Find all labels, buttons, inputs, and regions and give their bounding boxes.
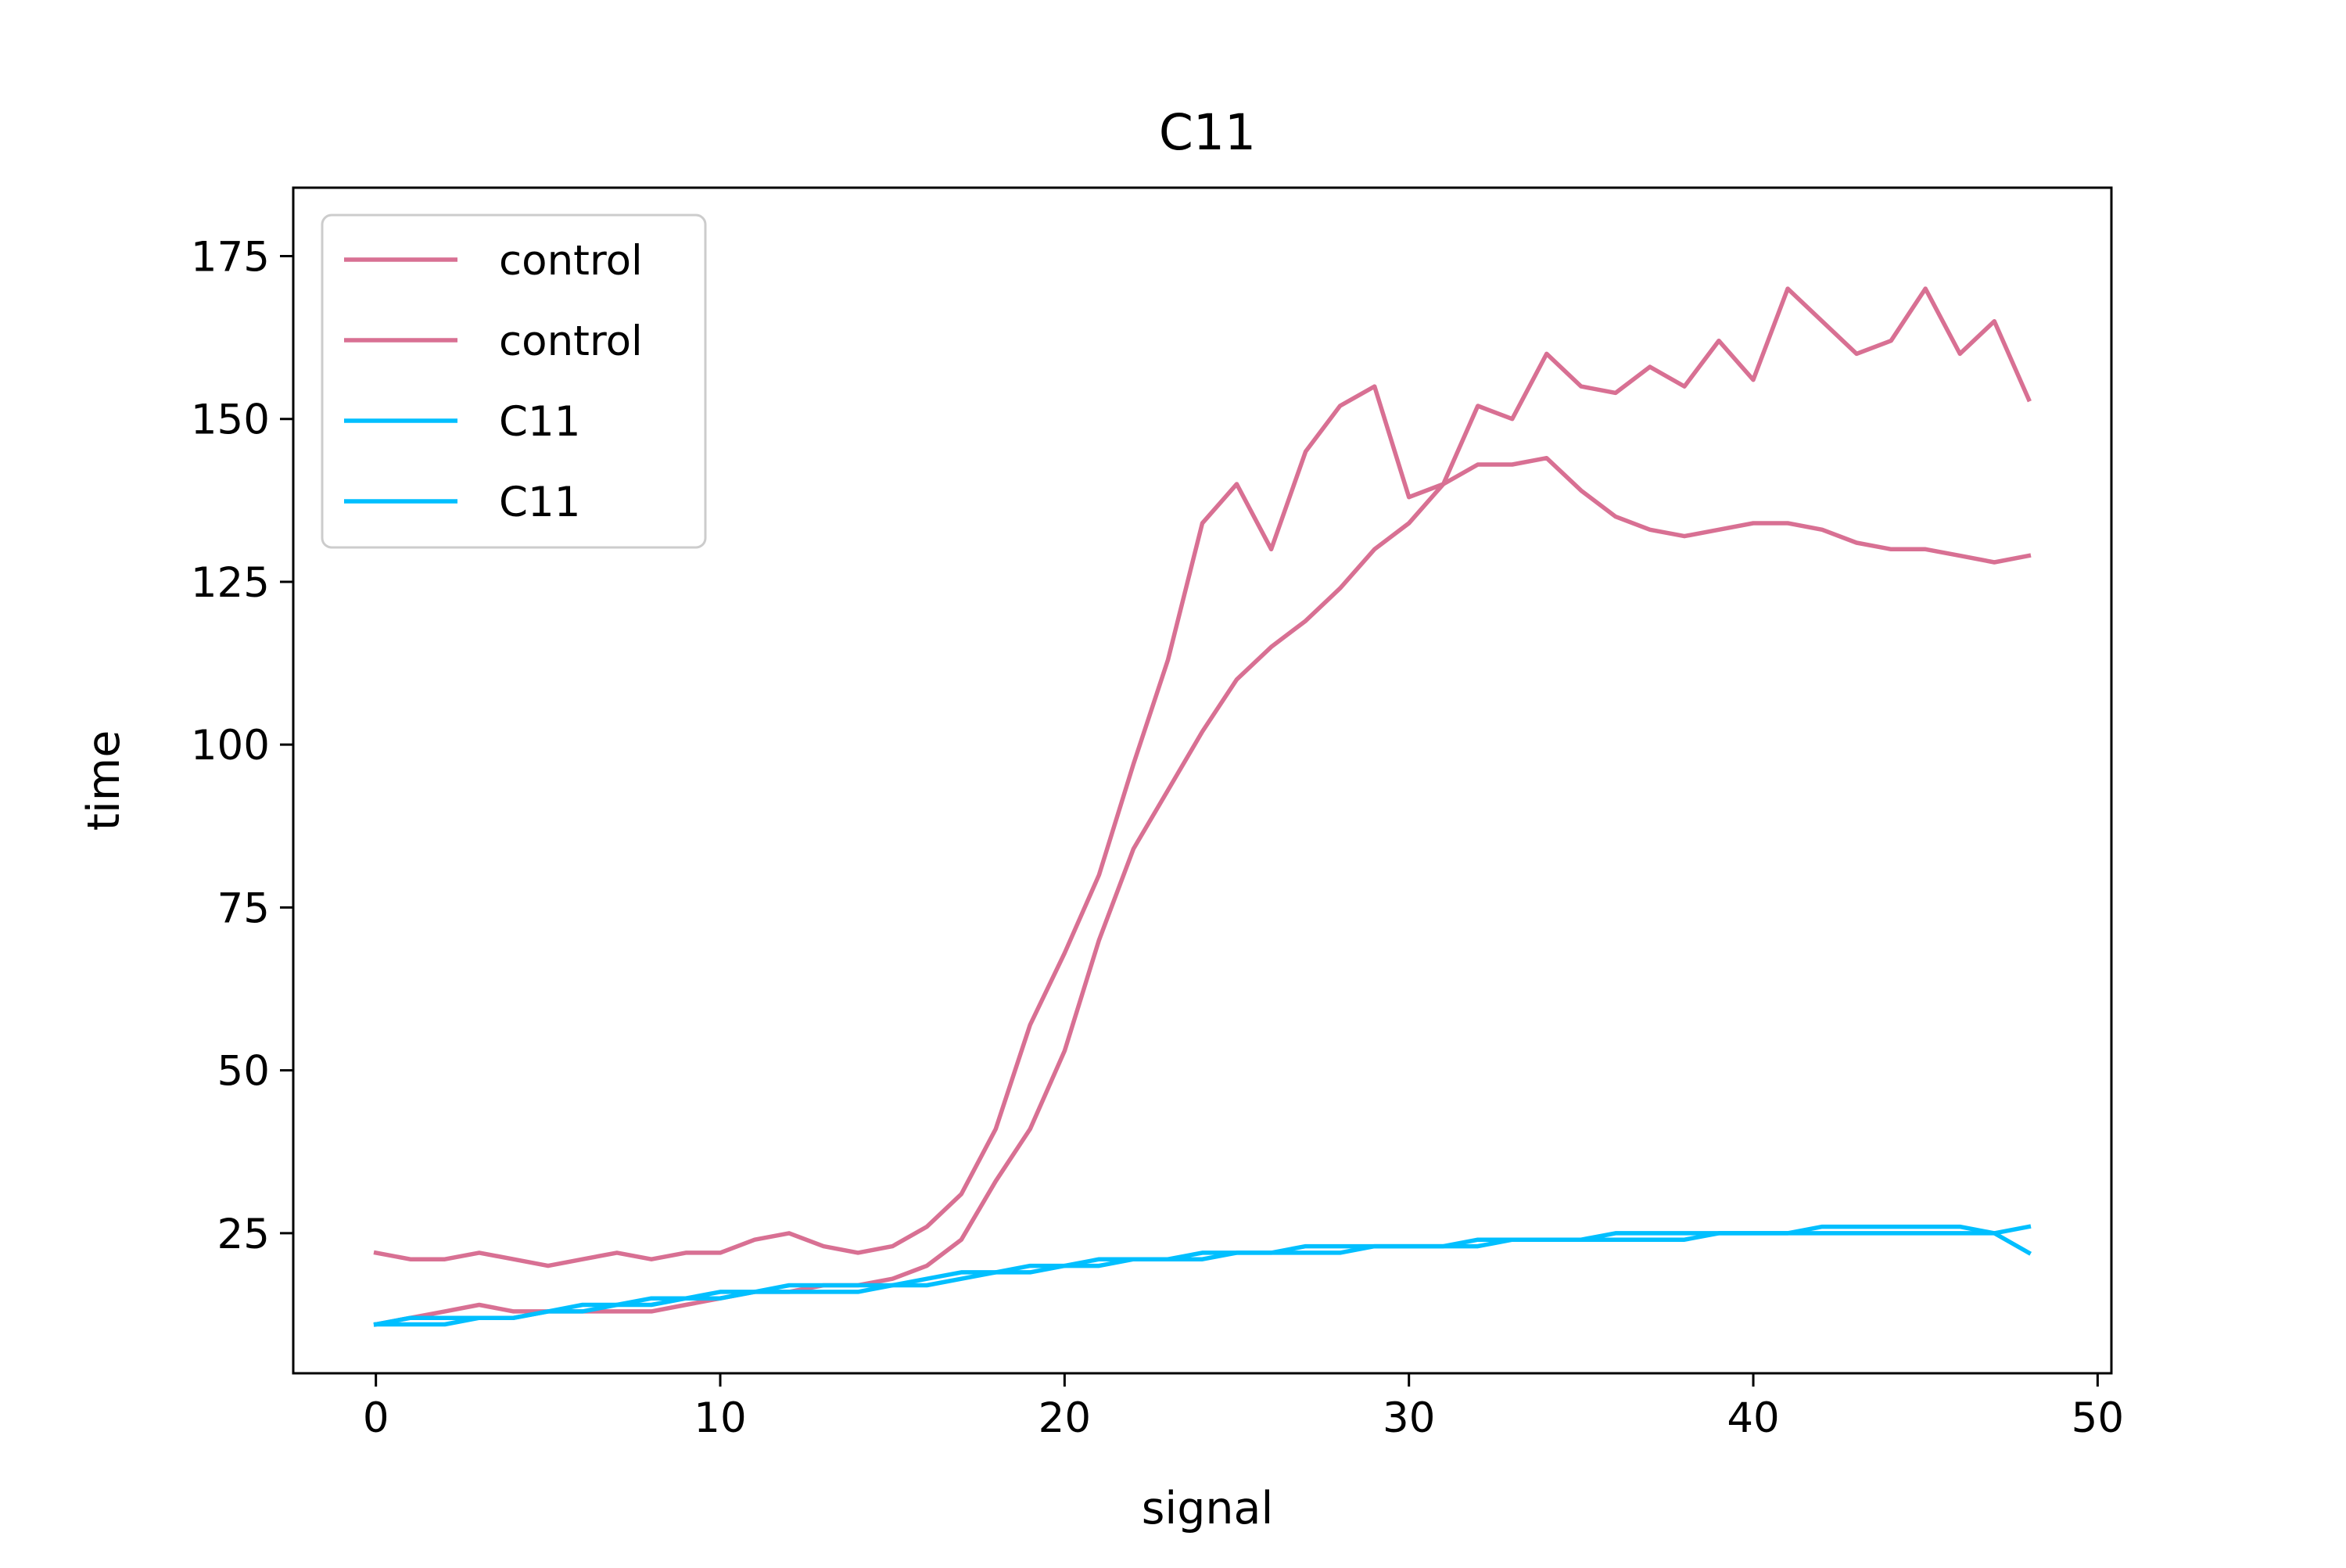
y-tick-label: 50: [217, 1048, 270, 1096]
legend-label-4: C11: [499, 479, 580, 526]
x-axis-label: signal: [1142, 1483, 1274, 1534]
y-axis-label: time: [78, 730, 130, 831]
y-tick-label: 25: [217, 1211, 270, 1258]
legend: control control C11 C11: [321, 213, 707, 549]
series-layer: [373, 286, 2032, 1327]
y-tick-label: 150: [191, 396, 270, 444]
x-tick-label: 0: [363, 1394, 389, 1442]
series-line-1: [373, 286, 2032, 1268]
x-tick-label: 30: [1383, 1394, 1435, 1442]
legend-label-3: C11: [499, 398, 580, 446]
y-tick-label: 75: [217, 884, 270, 932]
x-tick-label: 20: [1038, 1394, 1091, 1442]
legend-box: [321, 213, 707, 549]
x-tick-label: 50: [2072, 1394, 2124, 1442]
series-line-2: [373, 455, 2032, 1327]
legend-label-2: control: [499, 318, 643, 365]
chart-title: C11: [1159, 104, 1256, 161]
y-tick-label: 175: [191, 233, 270, 281]
y-tick-label: 125: [191, 559, 270, 607]
x-tick-label: 10: [694, 1394, 746, 1442]
y-axis: 25 50 75 100 125 150 175: [191, 233, 293, 1258]
x-tick-label: 40: [1727, 1394, 1779, 1442]
legend-label-1: control: [499, 237, 643, 285]
x-axis: 0 10 20 30 40 50: [363, 1373, 2124, 1442]
y-tick-label: 100: [191, 722, 270, 770]
series-line-4: [373, 1224, 2032, 1327]
plot-frame: [292, 186, 2113, 1375]
